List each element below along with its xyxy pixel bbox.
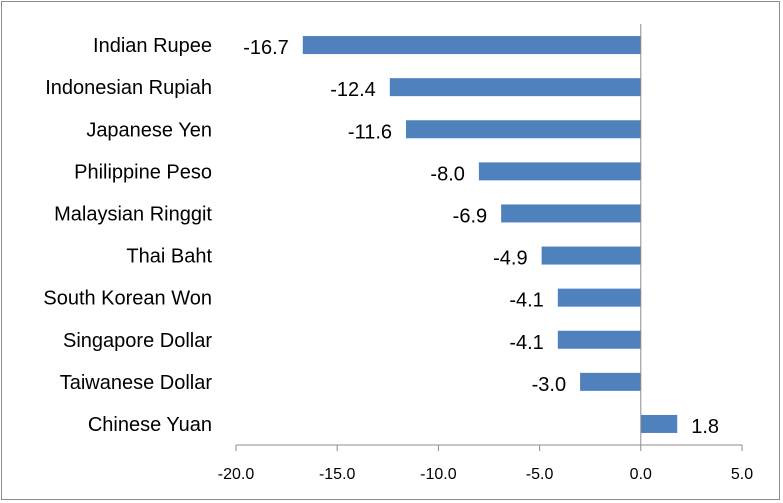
x-tick-label: -10.0 [420, 466, 457, 483]
category-label: Chinese Yuan [88, 414, 212, 436]
category-label: Malaysian Ringgit [54, 203, 212, 225]
x-tick-label: -15.0 [319, 466, 356, 483]
bar [478, 162, 641, 181]
bar [501, 204, 641, 223]
category-label: Taiwanese Dollar [60, 372, 213, 394]
data-label: -8.0 [430, 163, 464, 185]
bar [406, 120, 641, 139]
category-label: Singapore Dollar [63, 330, 212, 352]
category-label: Indian Rupee [93, 35, 212, 57]
bars-group [302, 36, 678, 433]
data-label: -4.1 [509, 290, 543, 312]
axes-group [235, 24, 743, 451]
data-label: -6.9 [453, 205, 487, 227]
category-label: Indonesian Rupiah [45, 77, 212, 99]
x-tick-label: 0.0 [630, 466, 652, 483]
category-label: Japanese Yen [86, 119, 212, 141]
bar [541, 246, 641, 265]
x-tick-label: 5.0 [731, 466, 753, 483]
data-label: -3.0 [532, 374, 566, 396]
category-label: Philippine Peso [74, 161, 212, 183]
data-label: -4.9 [493, 248, 527, 270]
bar [580, 372, 641, 391]
labels-group: Indian Rupee -16.7 Indonesian Rupiah -12.4 J… [43, 35, 753, 483]
category-label: South Korean Won [43, 288, 212, 310]
bar [640, 414, 678, 433]
data-label: -12.4 [330, 79, 376, 101]
x-tick-label: -5.0 [526, 466, 554, 483]
data-label: -11.6 [348, 121, 392, 143]
data-label: -16.7 [243, 37, 289, 59]
data-label: -4.1 [509, 332, 543, 354]
bar [557, 288, 641, 307]
bar [302, 36, 641, 55]
bar [389, 78, 641, 97]
x-tick-label: -20.0 [218, 466, 255, 483]
bar [557, 330, 641, 349]
category-label: Thai Baht [126, 246, 212, 268]
data-label: 1.8 [691, 416, 719, 438]
